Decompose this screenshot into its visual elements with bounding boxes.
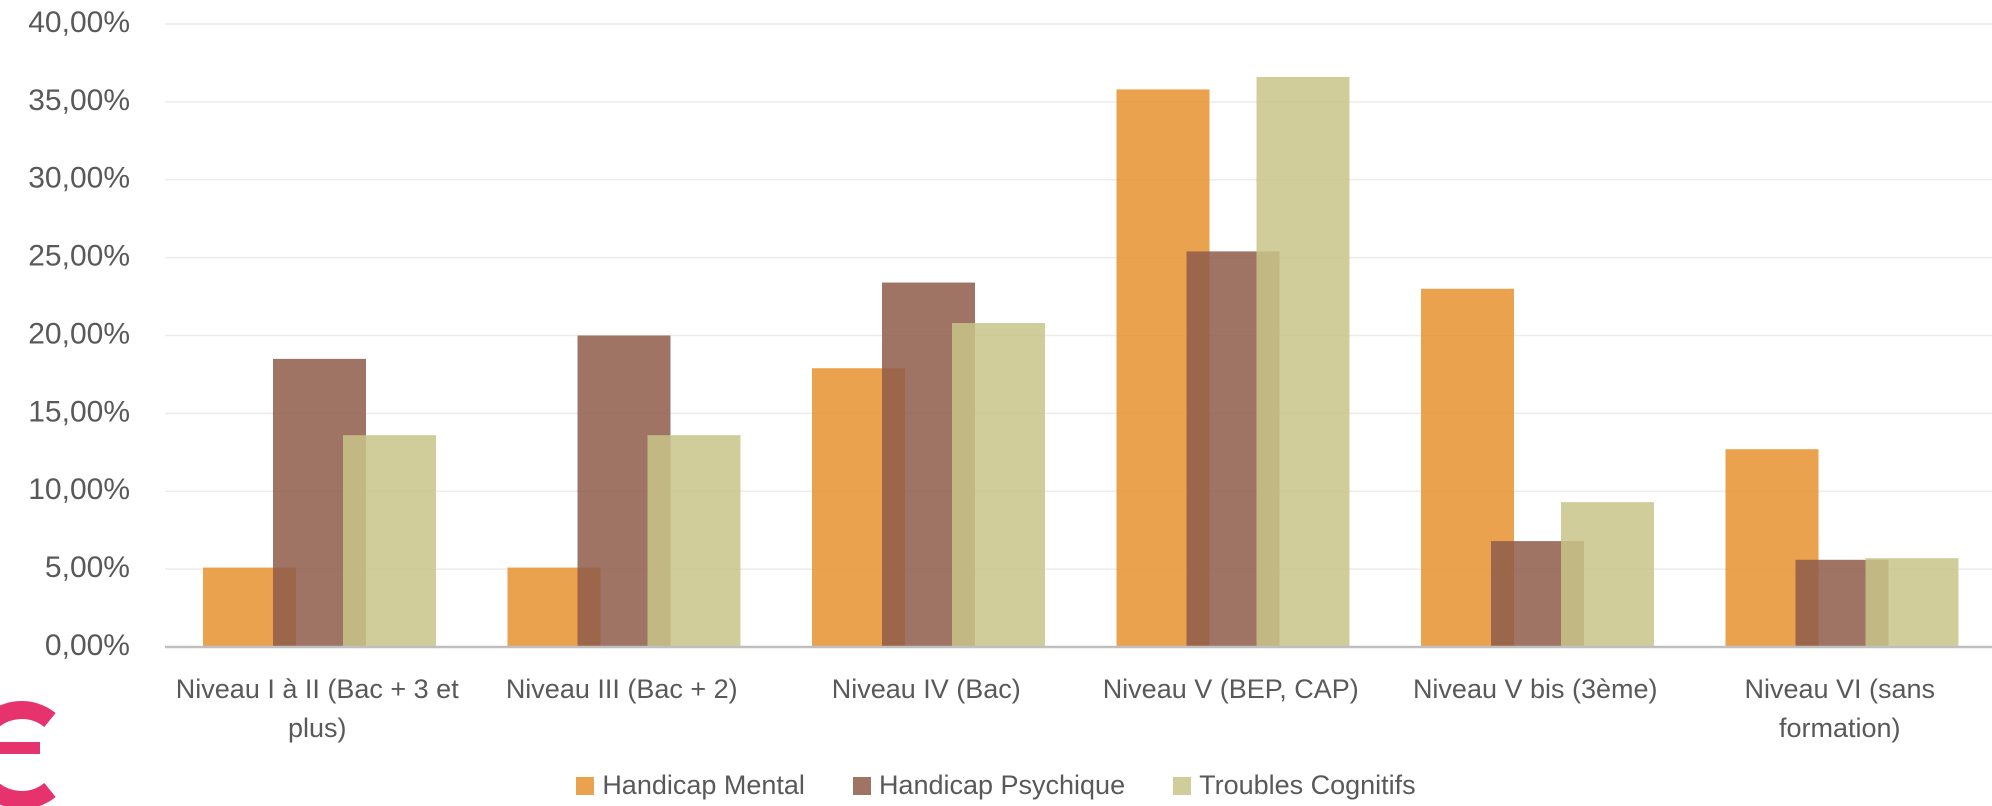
y-tick-label: 10,00% (28, 473, 130, 506)
legend: Handicap Mental Handicap Psychique Trouble… (0, 770, 1992, 801)
x-tick-label: Niveau V (BEP, CAP) (1102, 674, 1359, 704)
y-tick-label: 40,00% (28, 6, 130, 39)
y-tick-label: 20,00% (28, 317, 130, 350)
x-tick-label: Niveau IV (Bac) (831, 674, 1021, 704)
x-tick-label: Niveau V bis (3ème) (1412, 674, 1658, 704)
legend-swatch (1173, 776, 1192, 795)
legend-swatch (852, 776, 871, 795)
y-tick-label: 35,00% (28, 84, 130, 117)
legend-label: Handicap Mental (602, 770, 805, 800)
y-tick-label: 25,00% (28, 240, 130, 273)
y-tick-label: 0,00% (45, 629, 130, 662)
bar (1256, 76, 1350, 647)
bar (343, 435, 436, 647)
x-tick-label: Niveau I à II (Bac + 3 et plus) (175, 674, 459, 743)
legend-label: Troubles Cognitifs (1199, 770, 1416, 800)
logo (0, 701, 56, 806)
bar (952, 323, 1045, 647)
legend-item: Handicap Psychique (852, 770, 1126, 801)
y-tick-label: 5,00% (45, 551, 130, 584)
legend-swatch (576, 776, 595, 795)
legend-label: Handicap Psychique (878, 770, 1126, 800)
legend-item: Troubles Cognitifs (1173, 770, 1416, 801)
x-tick-label: Niveau III (Bac + 2) (505, 674, 738, 704)
bar (1865, 558, 1959, 647)
legend-item: Handicap Mental (576, 770, 805, 801)
bar (1561, 502, 1654, 647)
y-tick-label: 15,00% (28, 395, 130, 428)
x-tick-label: Niveau VI (sans formation) (1744, 674, 1936, 743)
bar (647, 435, 741, 647)
y-tick-label: 30,00% (28, 162, 130, 195)
